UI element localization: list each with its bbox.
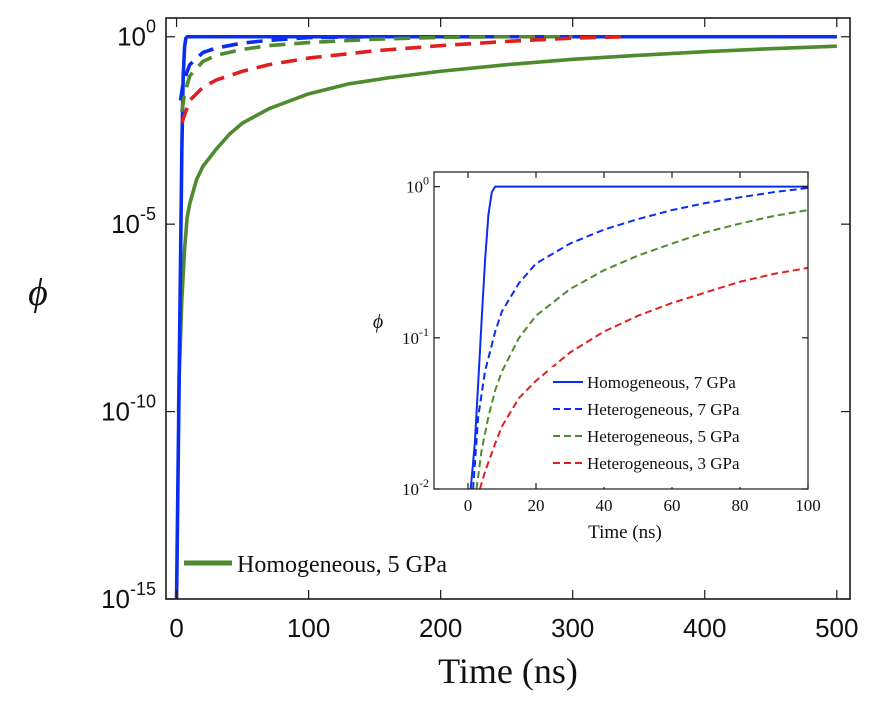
main-series-line-0 — [176, 44, 837, 412]
inset-ytick-label: 10-2 — [402, 476, 429, 499]
main-ytick-label: 100 — [117, 17, 156, 52]
inset-legend: Homogeneous, 7 GPa Heterogeneous, 7 GPa … — [548, 367, 806, 487]
inset-legend-item: Heterogeneous, 3 GPa — [553, 454, 740, 473]
main-xtick-label: 500 — [815, 613, 858, 643]
inset-plot-frame — [433, 171, 809, 490]
inset-xtick-label: 20 — [528, 496, 545, 515]
main-legend: Homogeneous, 5 GPa — [184, 552, 447, 578]
inset-ytick-label: 100 — [406, 174, 429, 197]
main-plot-frame — [165, 17, 851, 600]
main-series-line-2 — [178, 34, 837, 101]
inset-xtick-label: 60 — [664, 496, 681, 515]
main-xtick-label: 300 — [551, 613, 594, 643]
inset-series-line-3 — [478, 266, 808, 489]
inset-xtick-label: 0 — [464, 496, 473, 515]
main-series-line-3 — [180, 34, 573, 112]
inset-xtick-label: 80 — [732, 496, 749, 515]
inset-xtick-label: 100 — [795, 496, 821, 515]
inset-legend-label: Heterogeneous, 3 GPa — [587, 454, 740, 473]
inset-legend-label: Homogeneous, 7 GPa — [587, 373, 736, 392]
inset-legend-item: Heterogeneous, 7 GPa — [553, 400, 740, 419]
main-ytick-label: 10-10 — [101, 392, 156, 427]
inset-legend-label: Heterogeneous, 7 GPa — [587, 400, 740, 419]
inset-series-line-0 — [469, 185, 808, 489]
inset-series-line-2 — [475, 209, 808, 489]
main-xtick-label: 100 — [287, 613, 330, 643]
inset-ticks-layer: 0 20 40 60 80 100 100 10-1 10-2 — [402, 172, 821, 515]
main-xtick-label: 400 — [683, 613, 726, 643]
inset-xtick-label: 40 — [596, 496, 613, 515]
main-xlabel: Time (ns) — [438, 651, 578, 691]
main-series-layer — [174, 34, 837, 599]
inset-legend-box — [548, 367, 806, 487]
inset-ytick-label: 10-1 — [402, 325, 429, 348]
inset-series-line-1 — [472, 186, 808, 489]
inset-ylabel: ϕ — [373, 311, 383, 333]
inset-legend-item: Heterogeneous, 5 GPa — [553, 427, 740, 446]
main-ytick-label: 10-15 — [101, 579, 156, 614]
main-xtick-label: 0 — [169, 613, 183, 643]
inset-legend-item: Homogeneous, 7 GPa — [553, 373, 736, 392]
main-xtick-label: 200 — [419, 613, 462, 643]
main-ytick-label: 10-5 — [111, 204, 156, 239]
inset-chart: 0 20 40 60 80 100 100 10-1 10-2 Time (ns) ϕ Homo… — [373, 171, 821, 543]
main-ylabel: ϕ — [28, 272, 48, 314]
inset-legend-label: Heterogeneous, 5 GPa — [587, 427, 740, 446]
main-legend-label: Homogeneous, 5 GPa — [237, 552, 447, 578]
main-series-line-4 — [180, 34, 626, 124]
inset-xlabel: Time (ns) — [588, 522, 662, 543]
inset-series-layer — [469, 185, 808, 489]
main-series-line-1 — [174, 34, 837, 599]
